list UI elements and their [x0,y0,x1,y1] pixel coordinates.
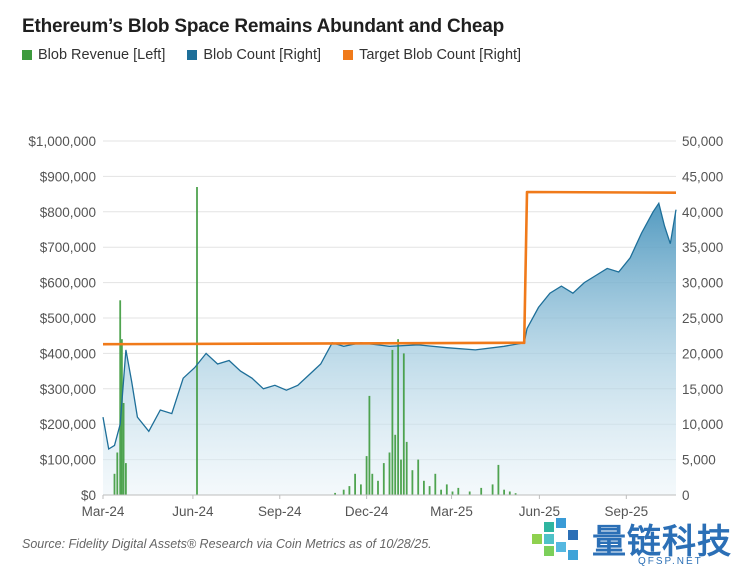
right-axis-tick-label: 45,000 [682,169,723,184]
right-axis-tick-label: 30,000 [682,276,723,291]
blob-revenue-bar [388,452,391,495]
blob-revenue-bar [348,486,351,495]
blob-revenue-bar [491,484,494,495]
blob-revenue-bar [365,456,368,495]
watermark-subtext: QFSP.NET [638,556,703,567]
legend-item-target-blob-count: Target Blob Count [Right] [343,47,521,63]
blob-revenue-bar [391,349,394,495]
right-axis-tick-label: 10,000 [682,417,723,432]
target-blob-count-line [102,190,677,346]
blob-revenue-bar [354,473,356,495]
x-axis-tick-label: Mar-25 [430,504,473,519]
blob-revenue-bar [125,463,127,495]
left-axis-tick-label: $200,000 [40,417,96,432]
blob-revenue-bar [368,395,371,495]
blob-revenue-bar [457,487,460,495]
left-axis-tick-label: $600,000 [40,276,96,291]
watermark: 量链科技 QFSP.NET [530,512,745,570]
blob-revenue-bar [428,486,431,495]
blob-count-area [103,203,676,496]
blob-revenue-bar [360,484,362,495]
blob-revenue-bar [371,473,374,495]
x-axis-tick-label: Jun-24 [172,504,214,519]
blob-revenue-bar [196,187,198,495]
left-axis-tick-label: $800,000 [40,205,96,220]
left-axis-tick-label: $400,000 [40,346,96,361]
right-axis-tick-label: 35,000 [682,240,723,255]
blob-revenue-bar [423,480,425,495]
blob-revenue-bar [116,452,119,495]
legend-label-target-blob-count: Target Blob Count [Right] [359,47,522,63]
blob-revenue-bar [122,403,125,495]
watermark-text: 量链科技 [592,522,732,562]
blob-revenue-bar [342,489,345,495]
legend-label-blob-count: Blob Count [Right] [203,47,322,63]
chart: $0 0 $100,000 5,000 $200,000 10,000 $300,000 15… [28,134,723,519]
left-axis-tick-label: $1,000,000 [28,134,96,149]
right-axis-tick-label: 20,000 [682,346,723,361]
blob-revenue-bars [113,187,517,495]
blob-revenue-bar [503,489,505,495]
blob-revenue-bar [119,300,122,495]
right-axis-tick-label: 25,000 [682,311,723,326]
legend-swatch-target-blob-count [343,50,354,60]
blob-revenue-bar [440,489,442,495]
blob-revenue-bar [394,434,397,495]
x-axis-tick-label: Dec-24 [345,504,389,519]
blob-revenue-bar [397,339,399,495]
right-axis-tick-label: 0 [682,488,690,503]
left-axis-tick-label: $500,000 [40,311,96,326]
blob-revenue-bar [417,459,420,495]
legend-swatch-blob-count [187,50,198,60]
watermark-logo-icon [532,518,578,560]
right-axis-tick-label: 15,000 [682,382,723,397]
legend-label-blob-revenue: Blob Revenue [Left] [38,47,166,63]
legend: Blob Revenue [Left] Blob Count [Right] T… [22,47,521,63]
blob-revenue-bar [434,473,437,495]
x-axis-tick-label: Sep-24 [258,504,302,519]
blob-revenue-bar [400,459,402,495]
blob-revenue-bar [468,491,471,495]
blob-revenue-bar [514,493,517,495]
blob-revenue-bar [334,492,336,495]
blob-revenue-bar [121,339,123,495]
blob-revenue-bar [382,463,385,495]
blob-revenue-bar [402,353,405,495]
blob-revenue-bar [405,441,408,495]
x-axis-tick-label: Mar-24 [82,504,125,519]
legend-item-blob-count: Blob Count [Right] [187,47,321,63]
left-axis-tick-label: $900,000 [40,169,96,184]
left-axis-tick-label: $300,000 [40,382,96,397]
blob-revenue-bar [508,491,511,495]
chart-title: Ethereum’s Blob Space Remains Abundant a… [22,16,505,37]
right-axis-tick-label: 50,000 [682,134,723,149]
blob-revenue-bar [377,480,379,495]
x-axis-tick-label: Jun-25 [519,504,560,519]
blob-revenue-bar [497,464,500,495]
blob-count-area-fill [103,203,676,496]
legend-item-blob-revenue: Blob Revenue [Left] [22,47,165,63]
blob-revenue-bar [411,470,414,495]
blob-revenue-bar [451,491,454,495]
source-note: Source: Fidelity Digital Assets® Researc… [22,537,432,551]
left-axis-tick-label: $0 [81,488,96,503]
x-axis-tick-label: Sep-25 [605,504,649,519]
axes: $0 0 $100,000 5,000 $200,000 10,000 $300,000 15… [28,134,723,519]
blob-revenue-bar [480,487,483,495]
blob-revenue-bar [445,484,448,495]
left-axis-tick-label: $700,000 [40,240,96,255]
blob-revenue-bar [113,473,116,495]
lines [102,190,677,451]
right-axis-tick-label: 40,000 [682,205,723,220]
left-axis-tick-label: $100,000 [40,453,96,468]
legend-swatch-blob-revenue [22,50,32,60]
right-axis-tick-label: 5,000 [682,453,716,468]
